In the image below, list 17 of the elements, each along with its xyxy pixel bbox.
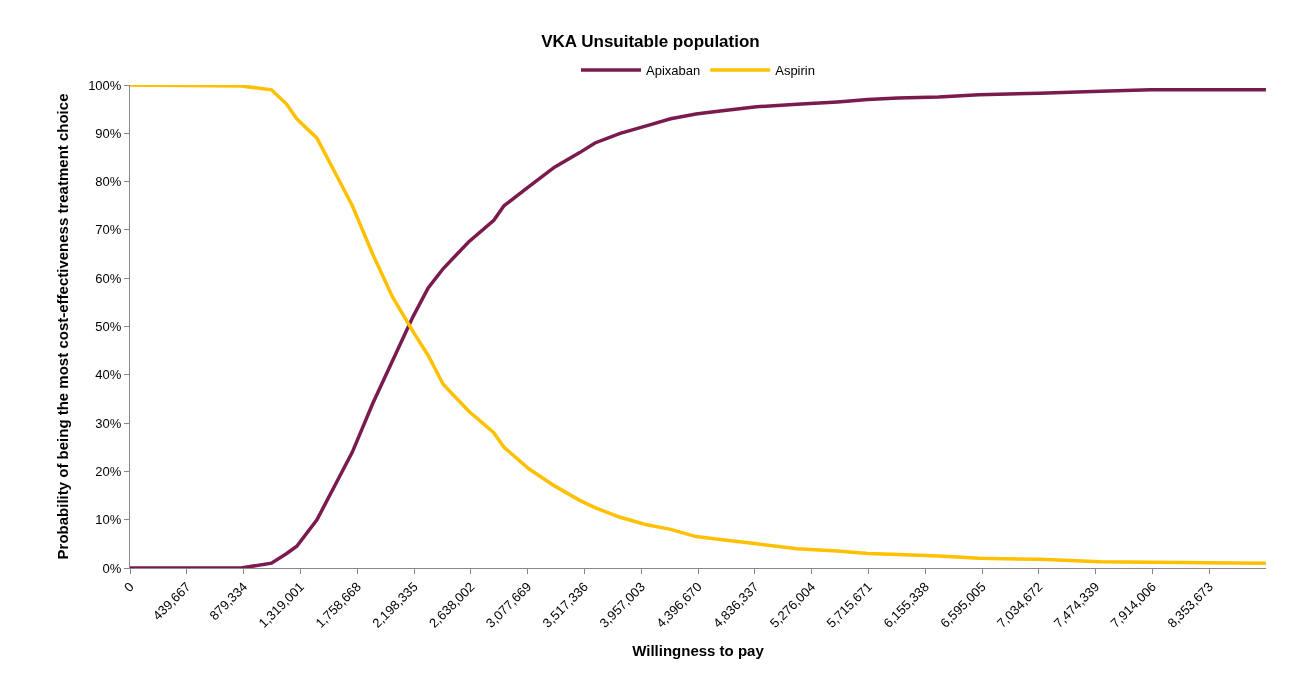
y-tick-label: 70% [95, 222, 122, 238]
y-tick-label: 90% [95, 125, 122, 141]
y-tick-label: 30% [95, 415, 122, 431]
legend-label: Apixaban [646, 63, 701, 79]
y-axis-title: Probability of being the most cost-effectiveness treatment choice [54, 93, 72, 560]
y-tick-label: 50% [95, 319, 122, 335]
y-tick-label: 40% [95, 367, 122, 383]
x-axis-title: Willingness to pay [632, 641, 765, 659]
chart-title: VKA Unsuitable population [541, 31, 760, 51]
legend-label: Aspirin [775, 63, 815, 79]
y-tick-label: 20% [95, 463, 122, 479]
y-tick-label: 10% [95, 512, 122, 528]
x-tick-label: 0 [121, 579, 137, 595]
y-tick-label: 0% [102, 560, 122, 576]
y-tick-label: 100% [88, 77, 122, 93]
y-tick-label: 60% [95, 270, 122, 286]
y-tick-label: 80% [95, 174, 122, 190]
